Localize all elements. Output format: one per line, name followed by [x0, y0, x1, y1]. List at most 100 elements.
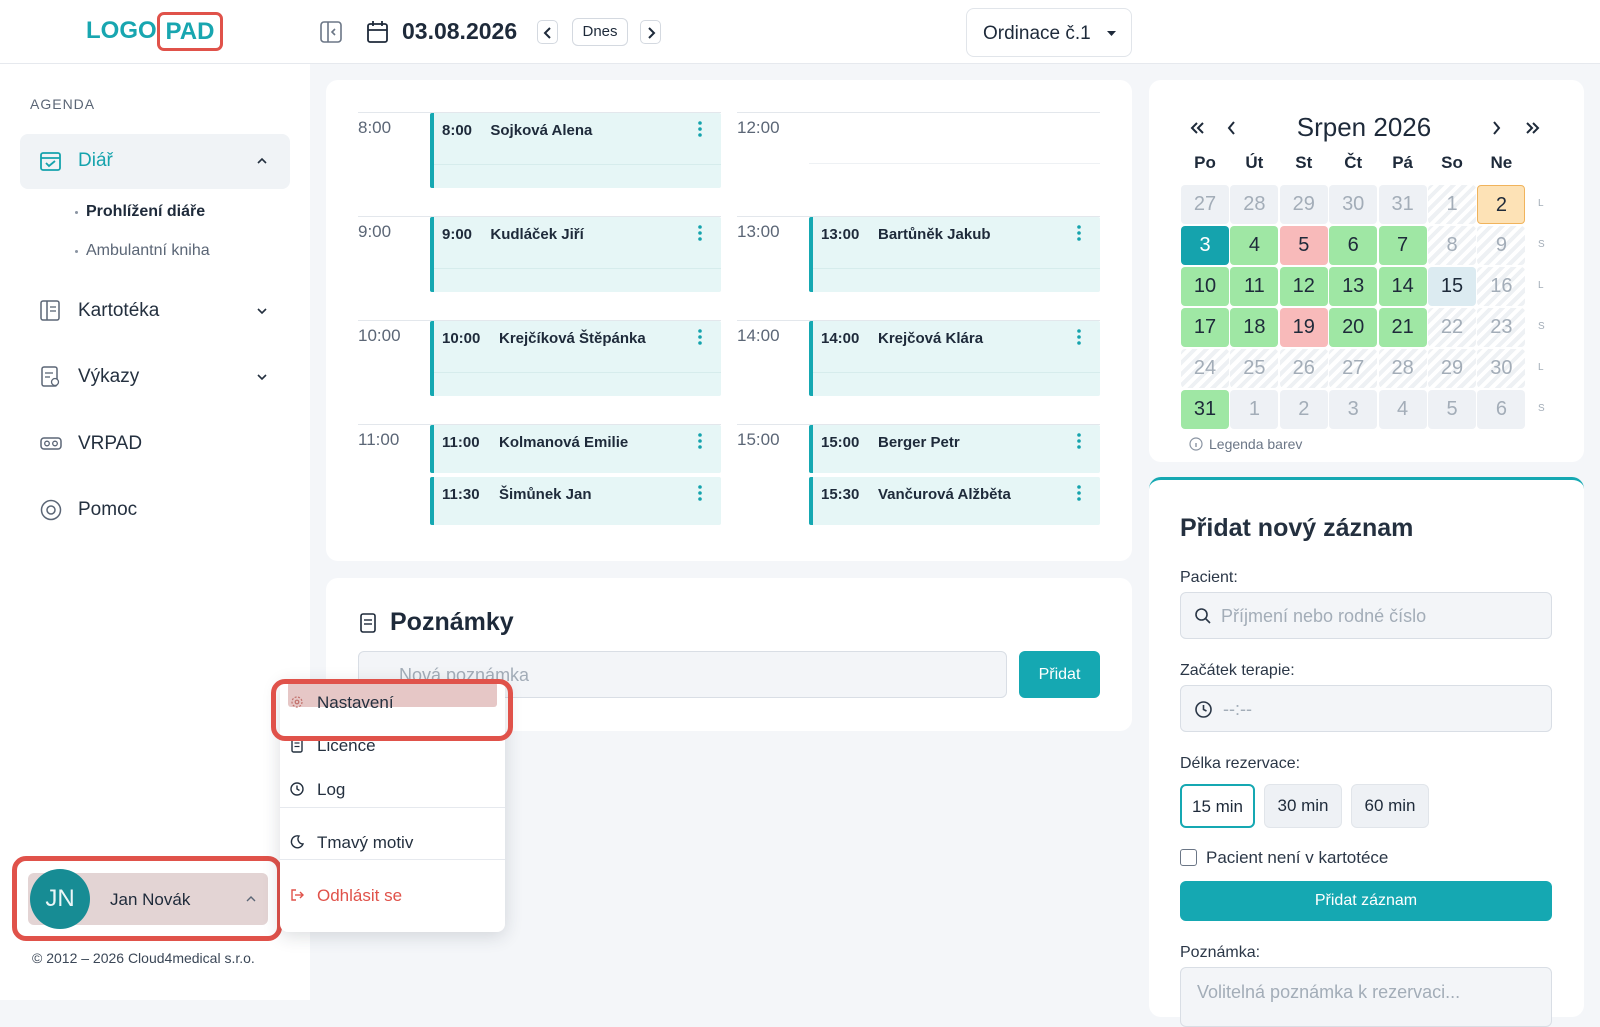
menu-item[interactable]: Log	[317, 780, 346, 799]
appointment-name: Sojková Alena	[490, 122, 593, 139]
weekday: Út	[1245, 153, 1264, 172]
sidebar: LOGO PAD AGENDA Diář Prohlížení diáře Ambu…	[0, 0, 310, 1000]
user-button[interactable]: JN Jan Novák	[28, 869, 268, 929]
calendar-day[interactable]: 22	[1428, 308, 1476, 347]
calendar-day[interactable]: 27	[1329, 349, 1378, 388]
calendar-day[interactable]: 16	[1477, 267, 1526, 306]
appointment[interactable]: 13:00 Bartůněk Jakub	[809, 217, 1100, 292]
calendar-day[interactable]: 23	[1477, 308, 1526, 347]
nav-item[interactable]: VRPAD	[78, 433, 143, 454]
calendar-day[interactable]: 17	[1181, 308, 1229, 347]
calendar-day[interactable]: 28	[1378, 349, 1427, 388]
nav-item[interactable]: Výkazy	[78, 366, 140, 387]
calendar-day[interactable]: 4	[1230, 226, 1279, 265]
submit-button[interactable]: Přidat záznam	[1180, 881, 1552, 921]
calendar-day[interactable]: 13	[1329, 267, 1378, 306]
next-year[interactable]	[1526, 122, 1540, 134]
current-date: 03.08.2026	[402, 18, 518, 44]
next-day-button[interactable]	[640, 20, 661, 44]
calendar-day[interactable]: 24	[1181, 349, 1229, 388]
menu-icon	[291, 696, 303, 708]
start-input[interactable]: --:--	[1180, 685, 1552, 732]
prev-day-button[interactable]	[537, 20, 558, 44]
today-button[interactable]: Dnes	[572, 18, 628, 46]
calendar-day[interactable]: 31	[1378, 185, 1427, 224]
calendar-day[interactable]: 9	[1477, 226, 1526, 265]
menu-item[interactable]: Odhlásit se	[317, 886, 403, 905]
nav-item[interactable]: Kartotéka	[78, 300, 160, 321]
calendar-day[interactable]: 6	[1329, 226, 1378, 265]
weekday: So	[1441, 153, 1463, 172]
calendar-day[interactable]: 6	[1477, 390, 1526, 429]
calendar-day[interactable]: 26	[1279, 349, 1328, 388]
calendar-day[interactable]: 25	[1230, 349, 1279, 388]
length-option[interactable]: 30 min	[1264, 784, 1342, 828]
calendar-day[interactable]: 7	[1378, 226, 1427, 265]
calendar-day[interactable]: 3	[1181, 226, 1229, 265]
logo-area	[0, 0, 310, 64]
calendar-day[interactable]: 27	[1181, 185, 1229, 224]
nav-subitem[interactable]: Prohlížení diáře	[86, 203, 206, 220]
add-note-button[interactable]: Přidat	[1019, 651, 1100, 698]
calendar-day[interactable]: 30	[1477, 349, 1526, 388]
calendar-day[interactable]: 15	[1428, 267, 1476, 306]
menu-item[interactable]: Nastavení	[317, 693, 394, 712]
appointment[interactable]: 9:00 Kudláček Jiří	[430, 217, 721, 292]
length-option[interactable]: 60 min	[1351, 784, 1429, 828]
prev-month[interactable]	[1227, 121, 1237, 135]
calendar-day[interactable]: 4	[1378, 390, 1427, 429]
calendar-day[interactable]: 14	[1378, 267, 1427, 306]
calendar-day[interactable]: 2	[1477, 185, 1526, 224]
calendar-day[interactable]: 5	[1428, 390, 1476, 429]
calendar-day[interactable]: 10	[1181, 267, 1229, 306]
calendar-day[interactable]: 29	[1428, 349, 1476, 388]
clinic-select[interactable]: Ordinace č.1	[966, 8, 1132, 57]
appointment[interactable]: 14:00 Krejčová Klára	[809, 321, 1100, 396]
caret	[1107, 31, 1116, 36]
calendar-day[interactable]: 28	[1230, 185, 1279, 224]
patient-input[interactable]: Příjmení nebo rodné číslo	[1180, 592, 1552, 639]
menu-item[interactable]: Tmavý motiv	[317, 833, 414, 852]
nav-item[interactable]: Pomoc	[78, 499, 138, 520]
note-field[interactable]: Volitelná poznámka k rezervaci...	[1180, 967, 1552, 1027]
calendar-day[interactable]: 20	[1329, 308, 1378, 347]
menu-separator	[280, 859, 505, 860]
appointment[interactable]: 15:00 Berger Petr	[809, 425, 1100, 473]
length-option[interactable]: 15 min	[1180, 784, 1255, 828]
calendar-day[interactable]: 29	[1279, 185, 1328, 224]
appointment[interactable]: 10:00 Krejčíková Štěpánka	[430, 321, 721, 396]
calendar-day[interactable]: 12	[1279, 267, 1328, 306]
calendar-day[interactable]: 31	[1181, 390, 1229, 429]
logo-badge[interactable]: PAD	[157, 12, 223, 51]
appointment[interactable]: 11:30 Šimůnek Jan	[430, 477, 721, 525]
nav-subitem[interactable]: Ambulantní kniha	[86, 242, 210, 259]
hour-label: 12:00	[737, 118, 780, 137]
appointment[interactable]: 8:00 Sojková Alena	[430, 113, 721, 188]
checkbox[interactable]	[1180, 849, 1197, 866]
calendar-day[interactable]: 1	[1428, 185, 1476, 224]
calendar-day[interactable]: 3	[1329, 390, 1378, 429]
appointment-name: Vančurová Alžběta	[878, 486, 1011, 503]
calendar-day[interactable]: 5	[1279, 226, 1328, 265]
appointment[interactable]: 11:00 Kolmanová Emilie	[430, 425, 721, 473]
next-month[interactable]	[1492, 121, 1502, 135]
prev-year[interactable]	[1190, 122, 1205, 134]
calendar-day[interactable]: 1	[1230, 390, 1279, 429]
calendar-day[interactable]: 2	[1279, 390, 1328, 429]
nav-icon	[41, 366, 60, 387]
calendar-day[interactable]: 19	[1279, 308, 1328, 347]
appointment-time: 11:00	[442, 434, 480, 451]
calendar-day[interactable]: 11	[1230, 267, 1279, 306]
calendar-day[interactable]: 8	[1428, 226, 1476, 265]
calendar-day[interactable]: 30	[1329, 185, 1378, 224]
legend-link[interactable]: Legenda barev	[1209, 436, 1303, 452]
appointment[interactable]: 15:30 Vančurová Alžběta	[809, 477, 1100, 525]
calendar-day[interactable]: 21	[1378, 308, 1427, 347]
collapse-icon[interactable]	[320, 21, 342, 43]
calendar-day[interactable]: 18	[1230, 308, 1279, 347]
logo-text[interactable]: LOGO	[86, 17, 157, 44]
checkbox-label[interactable]: Pacient není v kartotéce	[1206, 848, 1389, 867]
appointment-name: Krejčová Klára	[878, 330, 984, 347]
nav-item[interactable]: Diář	[78, 150, 113, 171]
month-title: Srpen 2026	[1296, 112, 1432, 142]
